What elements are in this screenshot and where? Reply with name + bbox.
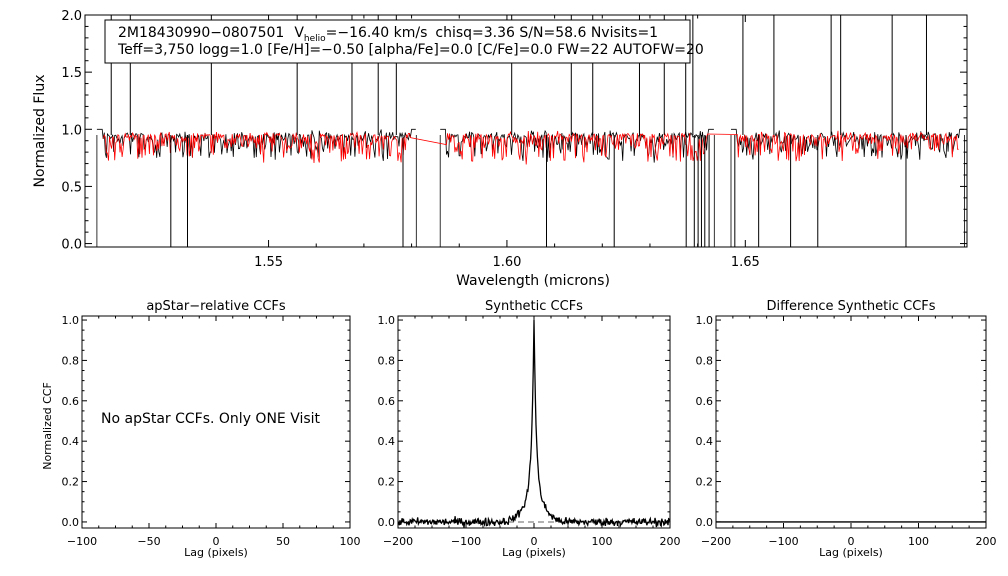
vhelio-subscript: helio	[304, 34, 326, 44]
difference-ccf-ticks: −200 −100 0 100 200 0.0 0.2 0.4 0.6 0.8 1.0	[696, 314, 997, 548]
spectrum-xtick-label: 1.60	[492, 255, 521, 270]
difference-ccf-xtick-label: −100	[768, 535, 798, 548]
difference-ccf-ytick-label: 0.2	[696, 476, 714, 489]
apstar-ccf-message: No apStar CCFs. Only ONE Visit	[101, 411, 321, 427]
synthetic-ccf-ytick-label: 0.8	[378, 354, 396, 367]
apstar-ccf-ytick-label: 0.0	[62, 516, 80, 529]
apstar-ccf-ytick-label: 0.4	[62, 435, 80, 448]
difference-ccf-ytick-label: 0.4	[696, 435, 714, 448]
spectrum-xtick-label: 1.65	[731, 255, 760, 270]
difference-ccf-xtick-label: −200	[701, 535, 731, 548]
difference-ccf-title: Difference Synthetic CCFs	[766, 299, 935, 314]
spectrum-ytick-label: 0.5	[61, 180, 82, 195]
apstar-ccf-xtick-label: 50	[276, 535, 290, 548]
spectrum-xlabel: Wavelength (microns)	[456, 273, 610, 289]
spectrum-ytick-label: 0.0	[61, 238, 82, 253]
synthetic-ccf-title: Synthetic CCFs	[485, 299, 583, 314]
apstar-ccf-ticks: −100 −50 0 50 100 0.0 0.2 0.4 0.6 0.8 1.0	[62, 314, 361, 548]
apstar-ccf-title: apStar−relative CCFs	[146, 299, 286, 314]
vhelio-value: =−16.40 km/s	[326, 25, 428, 41]
apstar-ccf-ytick-label: 1.0	[62, 314, 80, 327]
synthetic-ccf-ytick-label: 0.0	[378, 516, 396, 529]
synthetic-ccf-xlabel: Lag (pixels)	[502, 546, 566, 559]
spectrum-frame	[84, 14, 968, 248]
difference-ccf-ytick-label: 0.6	[696, 395, 714, 408]
difference-ccf-panel: Difference Synthetic CCFs −200 −100 0 100 20…	[696, 299, 997, 559]
apstar-ccf-ytick-label: 0.2	[62, 476, 80, 489]
spectrum-model-line	[102, 130, 959, 165]
apstar-ccf-xlabel: Lag (pixels)	[184, 546, 248, 559]
apstar-ccf-xtick-label: 100	[340, 535, 361, 548]
difference-ccf-ytick-label: 1.0	[696, 314, 714, 327]
spectrum-xtick-label: 1.55	[254, 255, 283, 270]
spectrum-ticks: 1.55 1.60 1.65 0.0 0.5 1.0 1.5 2.0	[61, 9, 967, 270]
spectrum-ytick-label: 2.0	[61, 9, 82, 24]
spectrum-ylabel: Normalized Flux	[32, 75, 48, 188]
apstar-ccf-ytick-label: 0.8	[62, 354, 80, 367]
difference-ccf-xlabel: Lag (pixels)	[819, 546, 883, 559]
synthetic-ccf-ytick-label: 0.2	[378, 476, 396, 489]
difference-ccf-xtick-label: 0	[848, 535, 855, 548]
spectrum-observed-line	[96, 128, 965, 247]
annotation-line2: Teff=3,750 logg=1.0 [Fe/H]=−0.50 [alpha/…	[117, 42, 704, 58]
spectrum-ytick-label: 1.0	[61, 123, 82, 138]
vhelio-label: V	[294, 25, 304, 41]
spectrum-panel: 1.55 1.60 1.65 0.0 0.5 1.0 1.5 2.0 Wavelength (…	[32, 9, 968, 289]
apstar-ccf-ytick-label: 0.6	[62, 395, 80, 408]
star-id: 2M18430990−0807501	[118, 25, 284, 41]
difference-ccf-ytick-label: 0.0	[696, 516, 714, 529]
difference-ccf-ytick-label: 0.8	[696, 354, 714, 367]
synthetic-ccf-xtick-label: 0	[531, 535, 538, 548]
synthetic-ccf-xtick-label: 200	[660, 535, 681, 548]
annotation-line1: 2M18430990−0807501 Vhelio=−16.40 km/s chis…	[118, 25, 658, 44]
synthetic-ccf-xtick-label: −200	[383, 535, 413, 548]
synthetic-ccf-panel: Synthetic CCFs −200 −100 0 100 200 0.0 0.2 0.4 0…	[378, 299, 681, 559]
apstar-ccf-xtick-label: −100	[67, 535, 97, 548]
difference-ccf-xtick-label: 100	[908, 535, 929, 548]
annotation-box	[104, 19, 691, 64]
synthetic-ccf-xtick-label: −100	[451, 535, 481, 548]
synthetic-ccf-ytick-label: 0.6	[378, 395, 396, 408]
fit-stats: chisq=3.36 S/N=58.6 Nvisits=1	[435, 25, 658, 41]
synthetic-ccf-ytick-label: 1.0	[378, 314, 396, 327]
apstar-ccf-panel: apStar−relative CCFs −100 −50 0 50 100 0.0 0.2…	[41, 299, 361, 559]
apstar-ccf-xtick-label: 0	[213, 535, 220, 548]
difference-ccf-xtick-label: 200	[976, 535, 997, 548]
synthetic-ccf-xtick-label: 100	[592, 535, 613, 548]
synthetic-ccf-ticks: −200 −100 0 100 200 0.0 0.2 0.4 0.6 0.8 1.0	[378, 314, 681, 548]
synthetic-ccf-ytick-label: 0.4	[378, 435, 396, 448]
apstar-ccf-ylabel: Normalized CCF	[41, 382, 54, 470]
spectrum-ytick-label: 1.5	[61, 66, 82, 81]
apstar-ccf-xtick-label: −50	[137, 535, 160, 548]
